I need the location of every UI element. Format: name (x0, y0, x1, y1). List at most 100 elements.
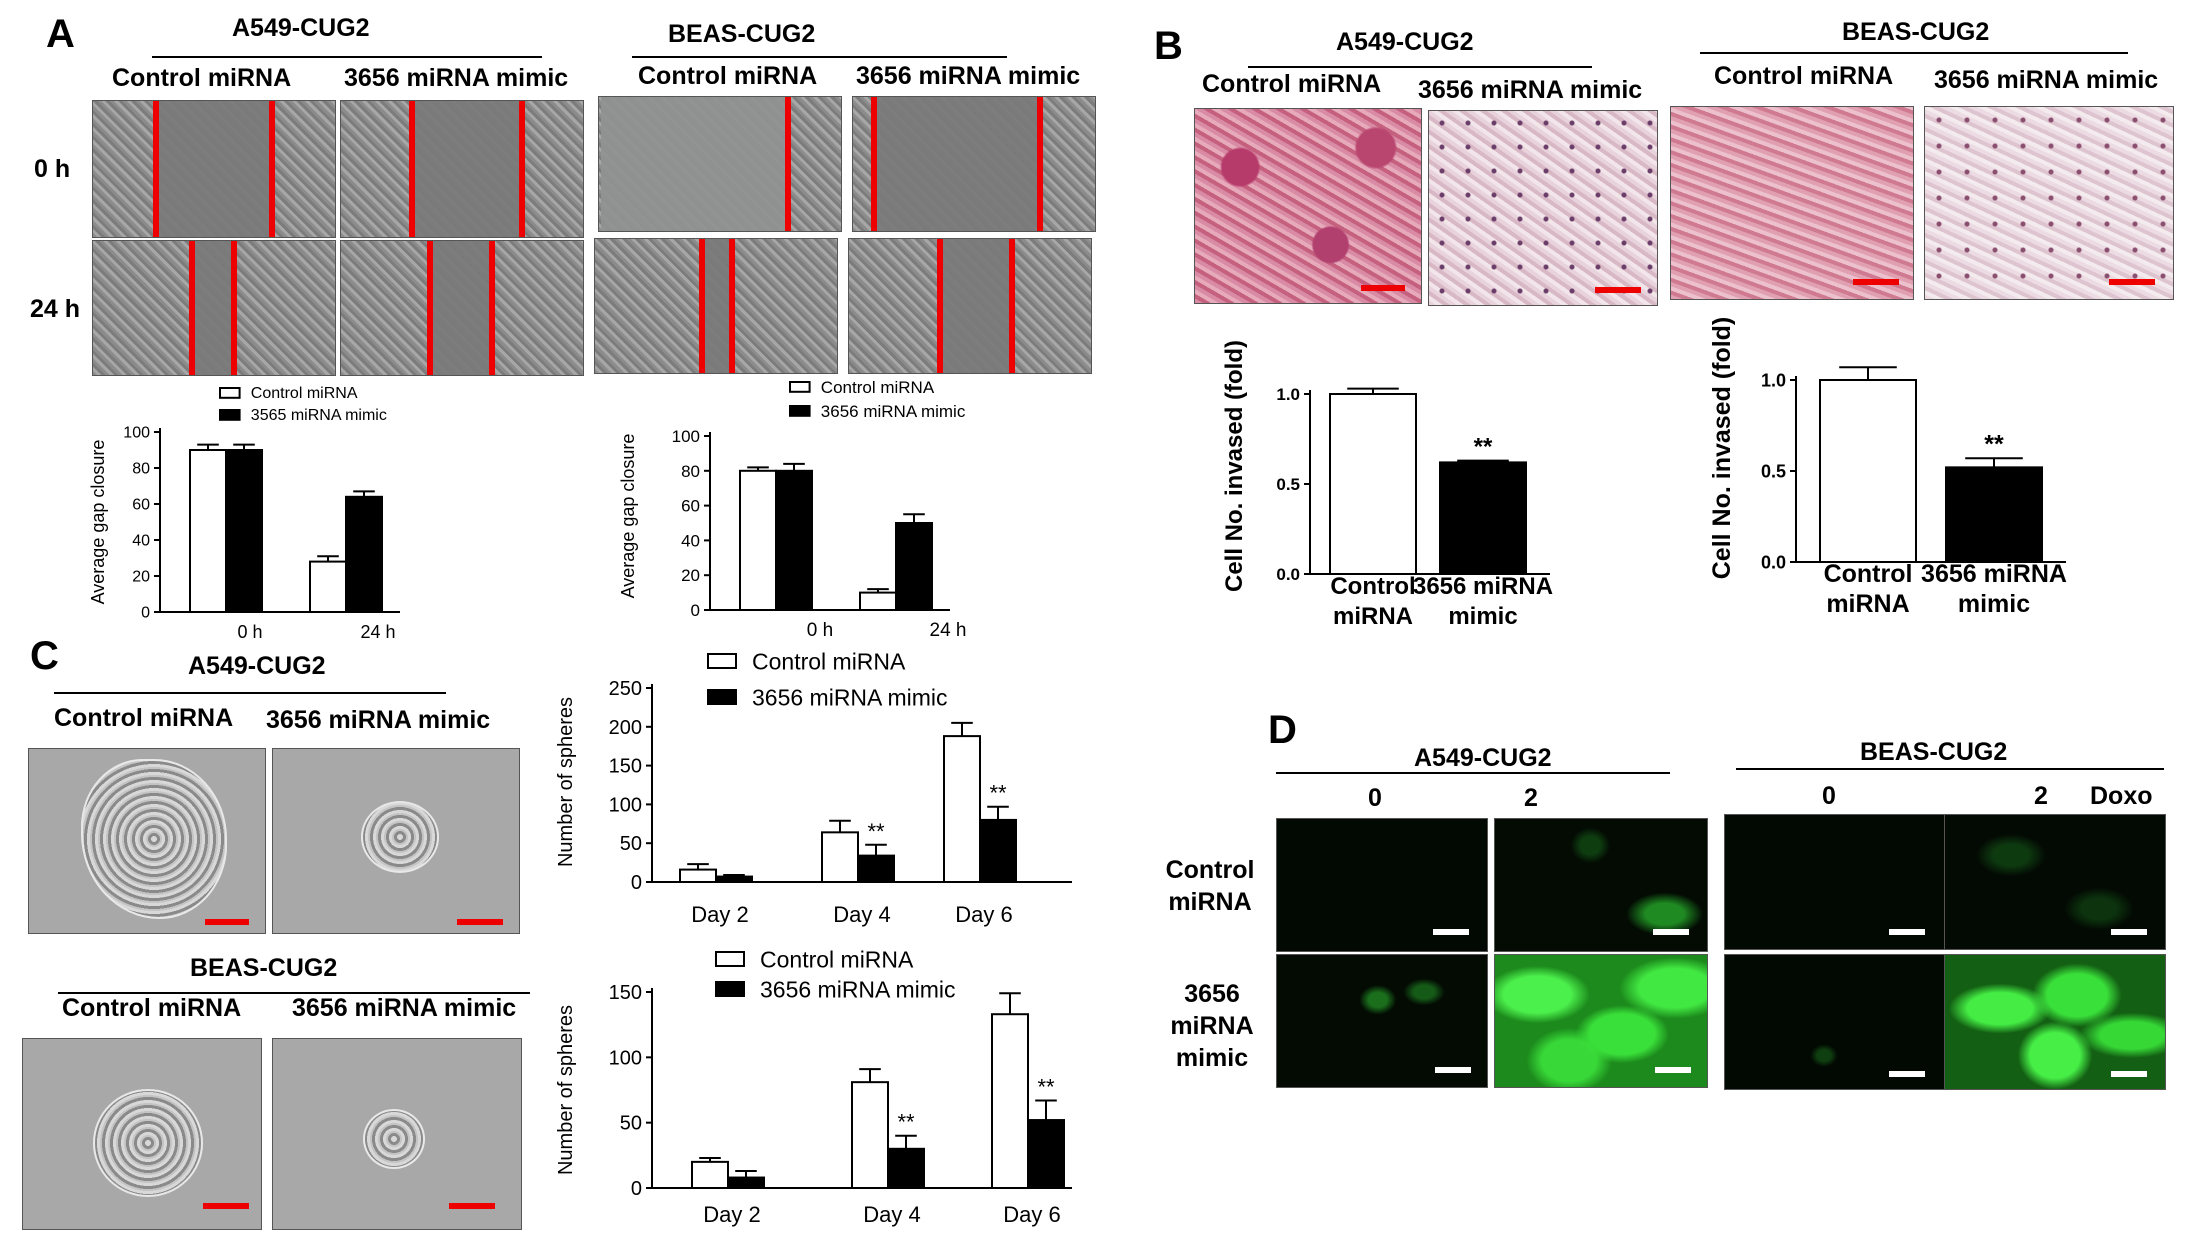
panel-c-top-col-mimic: 3656 miRNA mimic (266, 706, 491, 734)
bar (1819, 379, 1917, 563)
significance-mark: ** (1474, 434, 1493, 461)
panel-d-row-mimic: 3656 miRNA mimic (1170, 980, 1254, 1072)
fluor-image-beas-mimic-0 (1724, 954, 1946, 1090)
y-tick-label: 150 (609, 756, 642, 778)
panel-label-b: B (1154, 24, 1183, 68)
legend-swatch (219, 409, 241, 421)
panel-c-top-col-control: Control miRNA (54, 704, 234, 732)
fluor-image-beas-control-2 (1944, 814, 2166, 950)
category-label: 0 h (807, 620, 833, 641)
category-label: miRNA (1826, 590, 1909, 618)
y-tick-label: 60 (681, 497, 700, 516)
panel-a-left-col-mimic: 3656 miRNA mimic (344, 64, 569, 92)
y-tick-label: 0.0 (1761, 552, 1786, 572)
legend-swatch (707, 689, 737, 705)
bar (715, 875, 753, 883)
legend-swatch (789, 381, 811, 393)
y-tick-label: 0.5 (1761, 461, 1786, 481)
panel-label-d: D (1268, 708, 1297, 752)
significance-mark: ** (1037, 1074, 1055, 1099)
y-tick-label: 0 (141, 605, 150, 622)
panel-d-doxo-label: Doxo (2090, 782, 2153, 810)
y-tick-label: 80 (132, 461, 150, 478)
sphere-image-a549-mimic (272, 748, 520, 934)
panel-b-right-col-mimic: 3656 miRNA mimic (1934, 66, 2159, 94)
y-tick-label: 60 (132, 497, 150, 514)
sphere-image-a549-control (28, 748, 266, 934)
category-label: mimic (1958, 590, 2030, 618)
chart-c-top: 0 50 100 150 200 250 Number of spheres Day 2 ** D… (555, 648, 1072, 927)
panel-b-left-title: A549-CUG2 (1336, 28, 1474, 56)
bar (775, 469, 813, 611)
y-tick-label: 0 (631, 1178, 642, 1200)
category-label: 0 h (237, 622, 262, 642)
category-label: mimic (1448, 603, 1517, 630)
panel-a-right-col-control: Control miRNA (638, 62, 818, 90)
bar (821, 831, 859, 883)
legend-swatch (715, 981, 745, 997)
category-label: Control (1824, 560, 1913, 588)
panel-d-left-dose-2: 2 (1524, 784, 1538, 812)
panel-label-c: C (30, 634, 59, 678)
bar (1439, 461, 1527, 575)
panel-b-left-col-mimic: 3656 miRNA mimic (1418, 76, 1643, 104)
panel-c-bottom-col-control: Control miRNA (62, 994, 242, 1022)
y-tick-label: 250 (609, 678, 642, 700)
panel-d-left-dose-0: 0 (1368, 784, 1382, 812)
wound-image-a549-mimic-24h (340, 240, 584, 376)
chart-a-right: 0 20 40 60 80 100 Average gap closure 0 h 24 h Co… (618, 378, 967, 641)
panel-a-right-col-mimic: 3656 miRNA mimic (856, 62, 1081, 90)
bar (991, 1013, 1029, 1189)
significance-mark: ** (989, 781, 1007, 806)
legend-label: 3656 miRNA mimic (752, 684, 948, 710)
panel-d-row-control: Control miRNA (1165, 856, 1255, 916)
panel-b-right-divider (1700, 52, 2128, 54)
panel-c-top-divider (54, 692, 446, 694)
panel-a-row-24h: 24 h (30, 295, 81, 323)
y-tick-label: 1.0 (1276, 385, 1300, 404)
wound-image-a549-control-24h (92, 240, 336, 376)
wound-image-beas-mimic-24h (848, 238, 1092, 374)
fluor-image-a549-mimic-0 (1276, 954, 1488, 1088)
panel-b-left-divider (1248, 66, 1592, 68)
category-label: 24 h (930, 620, 967, 641)
panel-d-right-dose-2: 2 (2034, 782, 2048, 810)
y-tick-label: 0.5 (1276, 475, 1300, 494)
legend-label: 3656 miRNA mimic (821, 402, 966, 421)
chart-b-left: 0.0 0.5 1.0 Cell No. invased (fold) Control m… (1221, 340, 1553, 630)
chart-a-left: 0 20 40 60 80 100 Average gap closure 0 h 24 h Co… (90, 385, 400, 642)
y-axis-label: Average gap closure (90, 440, 108, 605)
panel-a-left-divider (152, 56, 542, 58)
bar (345, 495, 383, 613)
panel-d-right-title: BEAS-CUG2 (1860, 738, 2008, 766)
panel-c-bottom-col-mimic: 3656 miRNA mimic (292, 994, 517, 1022)
panel-a-right-title: BEAS-CUG2 (668, 20, 816, 48)
significance-mark: ** (897, 1110, 915, 1135)
bar (679, 868, 717, 883)
panel-b-right-col-control: Control miRNA (1714, 62, 1894, 90)
invasion-image-a549-mimic (1428, 110, 1658, 306)
category-label: Day 2 (691, 902, 748, 927)
category-label: Day 2 (703, 1202, 760, 1227)
y-axis-label: Number of spheres (555, 697, 577, 867)
bar (895, 522, 933, 611)
bar (943, 735, 981, 883)
y-axis-label: Number of spheres (555, 1005, 577, 1175)
y-tick-label: 40 (132, 533, 150, 550)
wound-image-beas-control-24h (594, 238, 838, 374)
bar (189, 449, 227, 613)
y-tick-label: 1.0 (1761, 370, 1786, 390)
bar (851, 1081, 889, 1189)
chart-c-bottom: 0 50 100 150 Number of spheres Day 2 ** Day 4 **… (555, 946, 1072, 1227)
y-tick-label: 80 (681, 462, 700, 481)
panel-b-right-title: BEAS-CUG2 (1842, 18, 1990, 46)
bar (887, 1147, 925, 1190)
bar (727, 1176, 765, 1189)
y-tick-label: 20 (681, 566, 700, 585)
wound-image-a549-control-0h (92, 100, 336, 238)
y-tick-label: 40 (681, 531, 700, 550)
y-tick-label: 200 (609, 717, 642, 739)
bar (1329, 393, 1417, 575)
bar (979, 818, 1017, 883)
bar (859, 591, 897, 612)
